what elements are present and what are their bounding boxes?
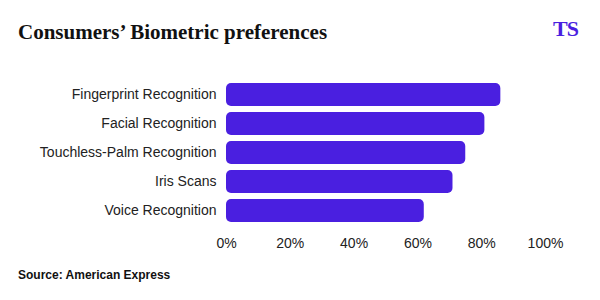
svg-text:Voice Recognition: Voice Recognition bbox=[104, 202, 216, 218]
svg-text:60%: 60% bbox=[404, 235, 432, 251]
svg-text:100%: 100% bbox=[528, 235, 564, 251]
svg-text:0%: 0% bbox=[216, 235, 236, 251]
svg-text:Iris Scans: Iris Scans bbox=[155, 173, 216, 189]
html-text:Source: American Express: Source: American Express bbox=[18, 268, 171, 282]
svg-text:Fingerprint Recognition: Fingerprint Recognition bbox=[72, 86, 217, 102]
html-text:TS: TS bbox=[553, 16, 578, 41]
svg-text:80%: 80% bbox=[468, 235, 496, 251]
html-text:Consumers’ Biometric preferenc: Consumers’ Biometric preferences bbox=[18, 20, 328, 44]
svg-text:40%: 40% bbox=[340, 235, 368, 251]
svg-text:Facial Recognition: Facial Recognition bbox=[101, 115, 216, 131]
svg-text:Touchless-Palm Recognition: Touchless-Palm Recognition bbox=[40, 144, 217, 160]
svg-text:20%: 20% bbox=[276, 235, 304, 251]
